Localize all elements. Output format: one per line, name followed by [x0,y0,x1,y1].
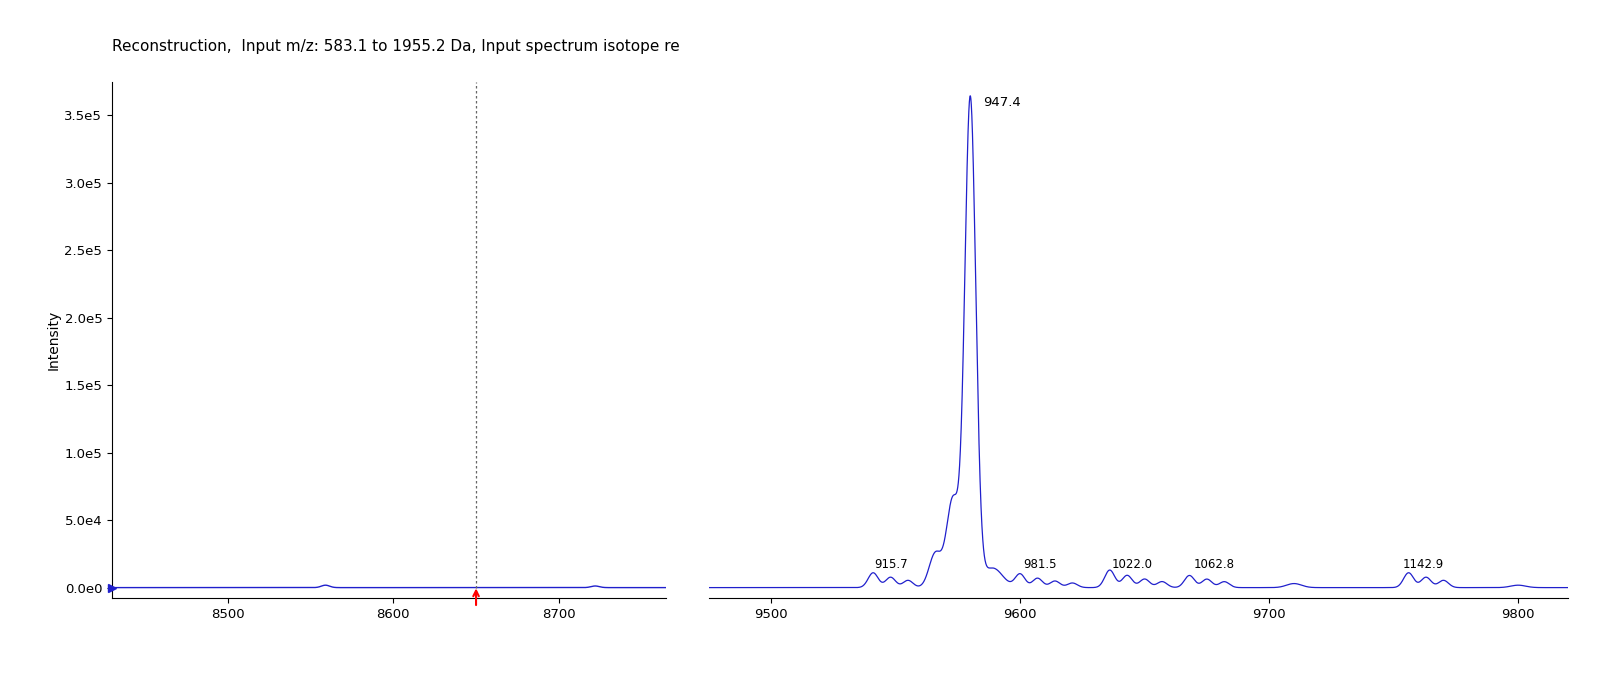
Text: 947.4: 947.4 [982,96,1021,109]
Text: 915.7: 915.7 [874,558,907,571]
Text: Reconstruction,  Input m/z: 583.1 to 1955.2 Da, Input spectrum isotope re: Reconstruction, Input m/z: 583.1 to 1955… [112,39,680,54]
Text: 981.5: 981.5 [1024,558,1056,571]
Text: 1142.9: 1142.9 [1403,558,1445,571]
Y-axis label: Intensity: Intensity [46,310,61,370]
Text: 1062.8: 1062.8 [1194,558,1235,571]
Text: 1022.0: 1022.0 [1112,558,1152,571]
